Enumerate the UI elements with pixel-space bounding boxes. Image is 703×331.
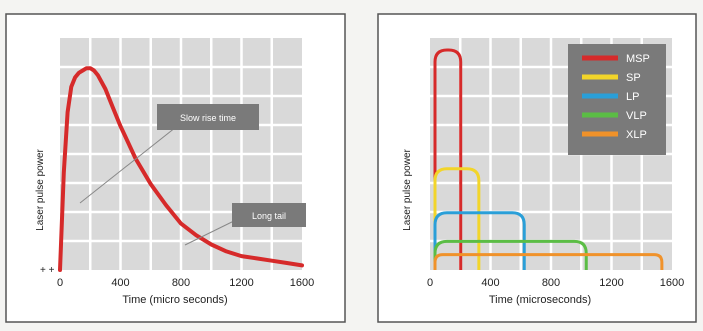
annotation-long-tail-pointer xyxy=(184,217,241,246)
right-legend: MSP SP LP VLP XLP xyxy=(568,44,666,155)
left-y-axis-label: Laser pulse power xyxy=(35,148,46,230)
annotation-long-tail: Long tail xyxy=(184,203,306,246)
right-series-line-lp xyxy=(433,211,526,270)
annotation-slow-rise-box xyxy=(157,104,259,130)
left-origin-marks: + + xyxy=(40,265,55,276)
right-series-layer xyxy=(433,48,664,270)
left-x-ticks: 0 400 800 1200 1600 xyxy=(57,277,314,289)
annotation-slow-rise-pointer xyxy=(79,115,191,204)
right-series-line-msp xyxy=(433,48,463,270)
legend-items: MSP SP LP VLP XLP xyxy=(582,53,650,141)
right-chart: 0 400 800 1200 1600 Laser pulse power Time (… xyxy=(377,13,697,323)
left-series-layer xyxy=(58,66,304,272)
right-x-ticks: 0 400 800 1200 1600 xyxy=(427,277,684,289)
left-x-tick-label: 400 xyxy=(111,277,129,289)
legend-label-sp: SP xyxy=(626,72,641,84)
right-x-tick-label: 1600 xyxy=(660,277,684,289)
right-x-tick-label: 400 xyxy=(481,277,499,289)
right-x-tick-label: 800 xyxy=(542,277,560,289)
right-series-line-vlp xyxy=(433,239,588,270)
legend-label-msp: MSP xyxy=(626,53,650,65)
left-chart: 0 400 800 1200 1600 Laser pulse power Time (… xyxy=(5,13,346,323)
annotation-slow-rise: Slow rise time xyxy=(79,104,259,204)
left-x-tick-label: 1200 xyxy=(229,277,253,289)
legend-label-vlp: VLP xyxy=(626,110,647,122)
annotation-slow-rise-text: Slow rise time xyxy=(180,113,236,123)
annotation-long-tail-text: Long tail xyxy=(252,211,286,221)
right-x-tick-label: 0 xyxy=(427,277,433,289)
legend-box xyxy=(568,44,666,155)
legend-label-lp: LP xyxy=(626,91,639,103)
right-series-line-sp xyxy=(433,167,481,270)
left-series-line xyxy=(58,66,304,272)
right-x-axis-label: Time (microseconds) xyxy=(489,294,591,306)
left-x-tick-label: 1600 xyxy=(290,277,314,289)
left-grid xyxy=(60,38,302,270)
legend-label-xlp: XLP xyxy=(626,129,647,141)
right-series-line-xlp xyxy=(433,253,664,270)
left-x-tick-label: 0 xyxy=(57,277,63,289)
right-x-tick-label: 1200 xyxy=(599,277,623,289)
right-y-axis-label: Laser pulse power xyxy=(402,148,413,230)
left-x-tick-label: 800 xyxy=(172,277,190,289)
left-x-axis-label: Time (micro seconds) xyxy=(122,294,227,306)
annotation-long-tail-box xyxy=(232,203,306,227)
